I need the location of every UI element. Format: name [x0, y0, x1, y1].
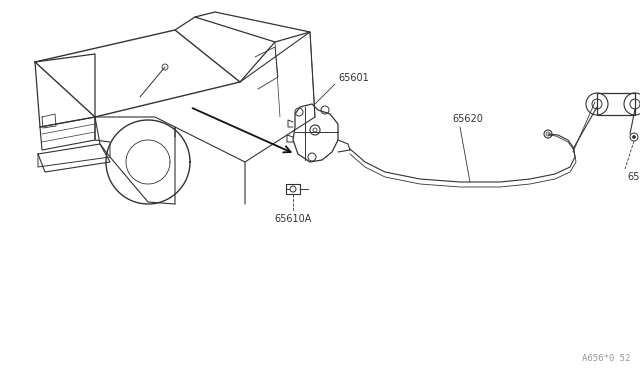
Text: 65620: 65620 [452, 114, 483, 124]
Text: A656*0 52: A656*0 52 [582, 354, 630, 363]
Circle shape [632, 135, 636, 138]
Text: 65601A: 65601A [627, 172, 640, 182]
Text: 65601: 65601 [338, 73, 369, 83]
Text: 65610A: 65610A [275, 214, 312, 224]
